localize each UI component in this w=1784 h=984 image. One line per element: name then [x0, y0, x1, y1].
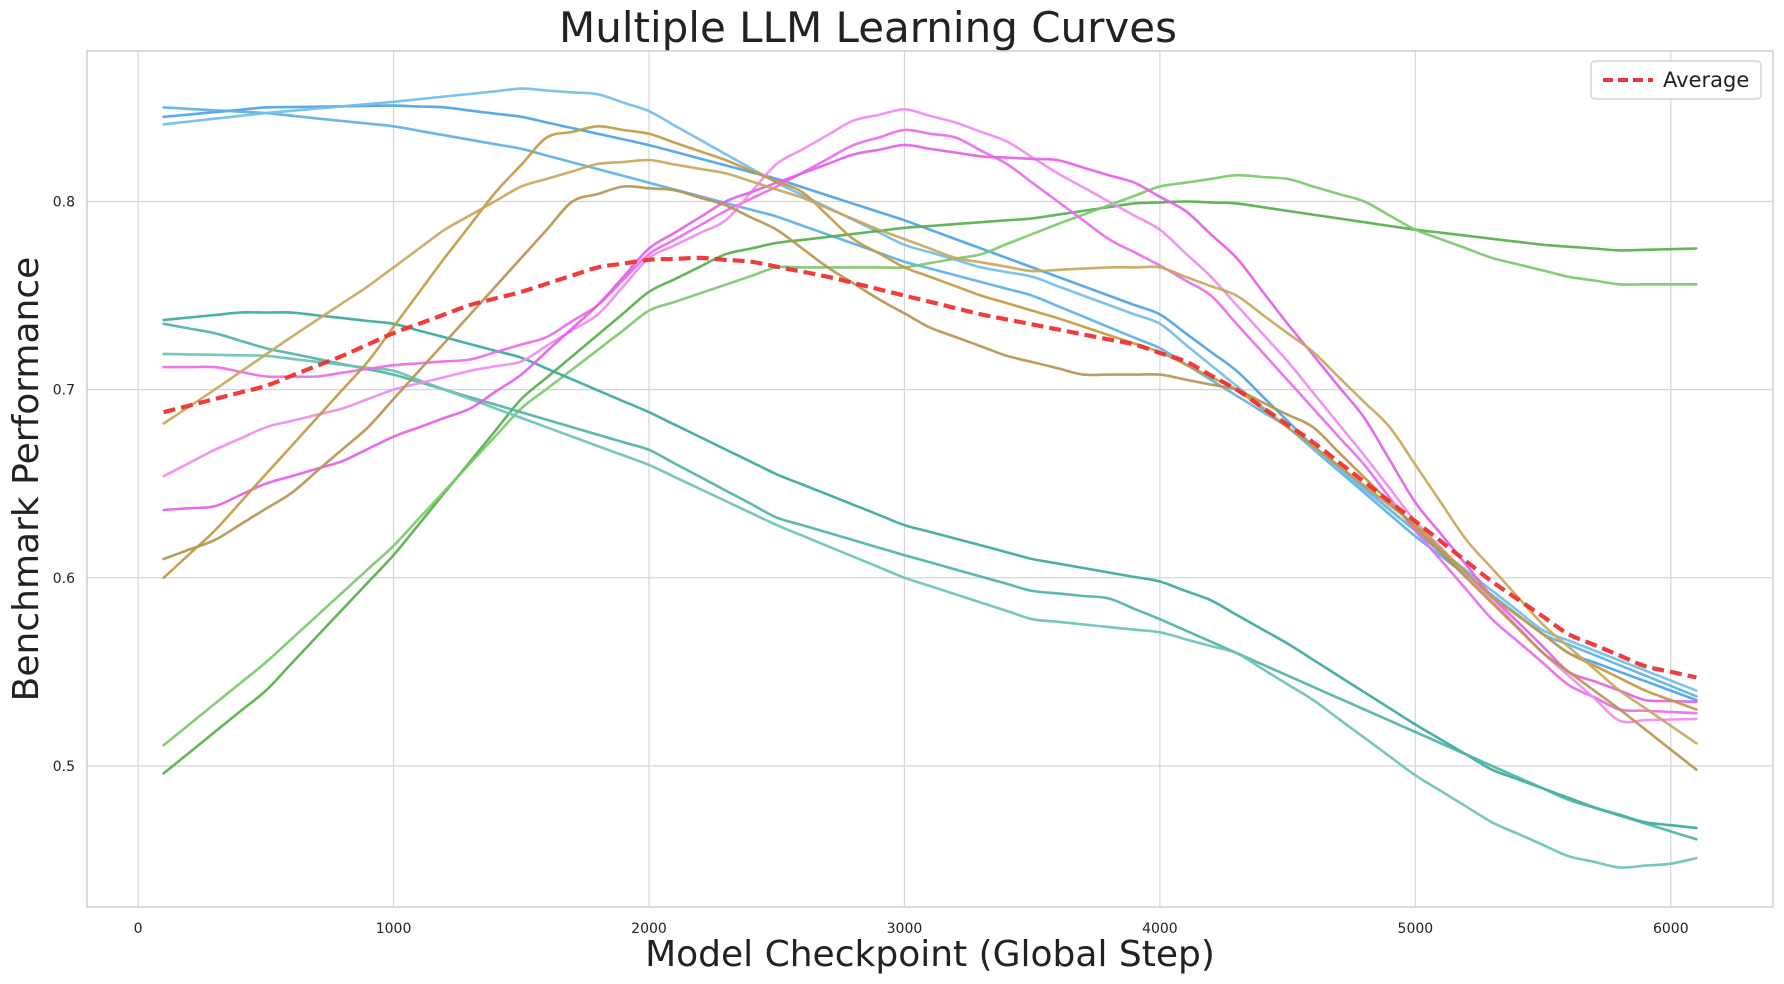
x-tick-label: 3000 — [887, 921, 923, 937]
series-lines — [162, 87, 1698, 869]
series-line-13 — [162, 158, 1698, 745]
average-series — [163, 255, 1697, 680]
y-tick-label: 0.8 — [53, 195, 75, 211]
y-axis-title: Benchmark Performance — [6, 257, 47, 702]
tick-labels: 0 1000 2000 3000 4000 5000 6000 0.5 0.6 0.7 0.8 — [53, 195, 1689, 937]
legend: Average — [1590, 60, 1762, 100]
series-line-5 — [162, 173, 1698, 747]
chart-title: Multiple LLM Learning Curves — [559, 3, 1177, 52]
series-line-4 — [162, 200, 1698, 775]
series-line-6 — [162, 310, 1698, 830]
x-tick-label: 5000 — [1398, 921, 1434, 937]
series-line-14 — [162, 184, 1698, 771]
plot-frame — [86, 50, 1774, 908]
series-line-12 — [162, 124, 1698, 711]
x-tick-label: 2000 — [631, 921, 667, 937]
grid — [87, 51, 1773, 907]
x-axis-title: Model Checkpoint (Global Step) — [645, 934, 1215, 975]
series-line-8 — [162, 352, 1698, 869]
y-tick-label: 0.7 — [53, 383, 75, 399]
series-line-9 — [162, 128, 1698, 715]
series-line-11 — [162, 143, 1698, 704]
series-line-3 — [162, 87, 1698, 692]
series-line-2 — [162, 106, 1698, 698]
y-tick-label: 0.6 — [53, 571, 75, 587]
average-line — [163, 255, 1697, 680]
x-tick-label: 0 — [134, 921, 143, 937]
x-tick-label: 1000 — [376, 921, 412, 937]
x-tick-label: 4000 — [1142, 921, 1178, 937]
x-tick-label: 6000 — [1653, 921, 1689, 937]
y-tick-label: 0.5 — [53, 759, 75, 775]
legend-box — [1590, 60, 1762, 100]
legend-label-average: Average — [1663, 68, 1749, 92]
